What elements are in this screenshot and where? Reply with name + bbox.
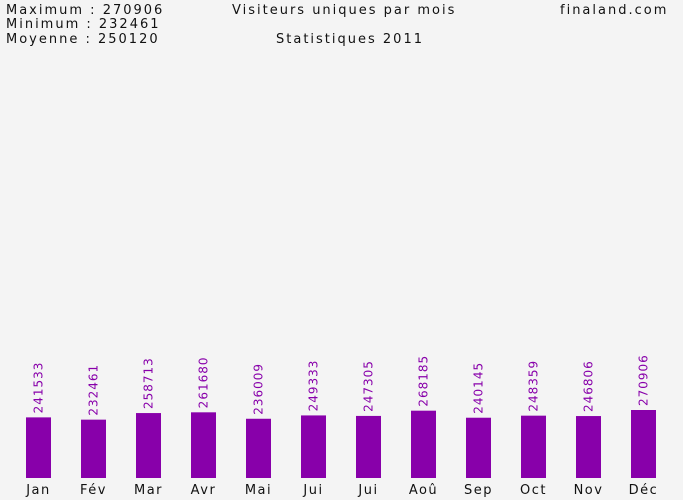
value-label-aou-7: 268185 xyxy=(417,355,431,407)
bar-sep-8 xyxy=(466,417,491,478)
bar-jan-0 xyxy=(26,417,51,478)
category-label-jan-0: Jan xyxy=(25,483,51,498)
category-label-sep-8: Sep xyxy=(464,483,493,498)
value-label-sep-8: 240145 xyxy=(472,362,486,414)
category-label-dec-11: Déc xyxy=(629,483,659,498)
value-label-fev-1: 232461 xyxy=(87,364,101,416)
bar-jui-6 xyxy=(356,415,381,478)
bar-fev-1 xyxy=(81,419,106,478)
bar-mai-4 xyxy=(246,418,271,478)
chart-title: Visiteurs uniques par mois xyxy=(232,3,457,18)
value-label-avr-3: 261680 xyxy=(197,357,211,409)
value-label-dec-11: 270906 xyxy=(637,354,651,406)
minimum-stat: Minimum : 232461 xyxy=(6,17,161,32)
bar-avr-3 xyxy=(191,412,216,478)
bar-jui-5 xyxy=(301,415,326,478)
value-label-mai-4: 236009 xyxy=(252,363,266,415)
category-label-fev-1: Fév xyxy=(80,483,107,498)
category-label-jui-6: Jui xyxy=(357,483,378,498)
category-label-oct-9: Oct xyxy=(520,483,547,498)
category-label-mar-2: Mar xyxy=(134,483,163,498)
bar-nov-10 xyxy=(576,416,601,478)
chart-subtitle: Statistiques 2011 xyxy=(276,32,424,47)
value-label-mar-2: 258713 xyxy=(142,357,156,409)
maximum-stat: Maximum : 270906 xyxy=(6,3,165,18)
category-label-aou-7: Aoû xyxy=(409,483,438,498)
site-name: finaland.com xyxy=(560,3,669,18)
value-label-jan-0: 241533 xyxy=(32,362,46,414)
bar-aou-7 xyxy=(411,410,436,478)
value-label-jui-6: 247305 xyxy=(362,360,376,412)
value-label-nov-10: 246806 xyxy=(582,360,596,412)
value-label-oct-9: 248359 xyxy=(527,360,541,412)
category-label-jui-5: Jui xyxy=(302,483,323,498)
average-stat: Moyenne : 250120 xyxy=(6,32,160,47)
bar-mar-2 xyxy=(136,413,161,478)
value-label-jui-5: 249333 xyxy=(307,360,321,412)
bar-oct-9 xyxy=(521,415,546,478)
category-label-mai-4: Mai xyxy=(245,483,272,498)
category-label-nov-10: Nov xyxy=(574,483,604,498)
category-label-avr-3: Avr xyxy=(191,483,217,498)
bar-dec-11 xyxy=(631,410,656,478)
